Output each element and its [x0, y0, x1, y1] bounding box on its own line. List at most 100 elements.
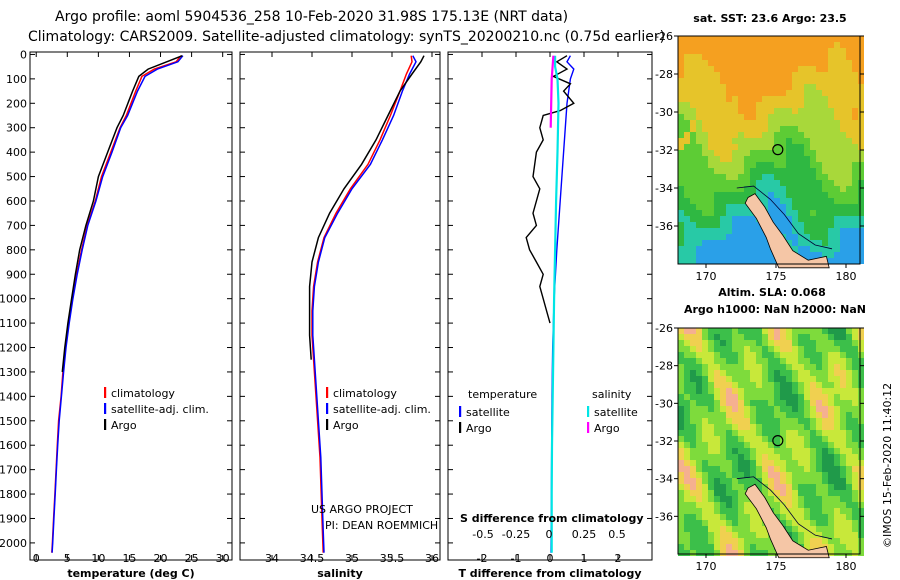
sst-cell	[750, 252, 756, 258]
sla-cell	[732, 328, 738, 334]
sla-cell	[684, 346, 690, 352]
sst-cell	[816, 246, 822, 252]
sst-cell	[768, 72, 774, 78]
sst-cell	[780, 174, 786, 180]
sla-cell	[822, 328, 828, 334]
sst-cell	[768, 138, 774, 144]
sla-cell	[750, 526, 756, 532]
sla-cell	[774, 400, 780, 406]
temperature-xtick-label: 5	[64, 552, 71, 565]
sst-cell	[744, 216, 750, 222]
sla-cell	[840, 490, 846, 496]
sst-cell	[786, 78, 792, 84]
sla-cell	[840, 466, 846, 472]
sst-cell	[774, 36, 780, 42]
sst-cell	[738, 162, 744, 168]
sla-cell	[810, 418, 816, 424]
sla-cell	[846, 526, 852, 532]
sla-cell	[840, 424, 846, 430]
sst-cell	[762, 114, 768, 120]
sla-cell	[726, 532, 732, 538]
sla-cell	[792, 370, 798, 376]
sst-cell	[762, 132, 768, 138]
sla-cell	[792, 472, 798, 478]
sla-cell	[702, 538, 708, 544]
sla-cell	[804, 508, 810, 514]
sst-cell	[678, 222, 684, 228]
sla-cell	[726, 442, 732, 448]
sla-cell	[858, 478, 864, 484]
sst-cell	[810, 174, 816, 180]
sla-cell	[798, 508, 804, 514]
sst-cell	[840, 240, 846, 246]
sst-cell	[738, 114, 744, 120]
sst-cell	[816, 174, 822, 180]
sla-cell	[840, 550, 846, 556]
sst-cell	[798, 120, 804, 126]
sla-cell	[840, 460, 846, 466]
sla-cell	[786, 394, 792, 400]
sla-cell	[708, 496, 714, 502]
sla-cell	[738, 490, 744, 496]
sst-cell	[678, 144, 684, 150]
sla-cell	[816, 484, 822, 490]
sst-cell	[816, 126, 822, 132]
sst-cell	[744, 36, 750, 42]
sla-cell	[714, 550, 720, 556]
sst-cell	[684, 138, 690, 144]
sla-cell	[756, 364, 762, 370]
sla-cell	[726, 550, 732, 556]
sla-cell	[810, 544, 816, 550]
sla-cell	[774, 358, 780, 364]
sst-cell	[744, 114, 750, 120]
sla-cell	[690, 406, 696, 412]
sst-cell	[840, 114, 846, 120]
sst-cell	[816, 42, 822, 48]
sla-cell	[828, 394, 834, 400]
sst-cell	[786, 126, 792, 132]
sla-cell	[678, 472, 684, 478]
sst-cell	[852, 84, 858, 90]
sst-cell	[750, 234, 756, 240]
sla-cell	[678, 388, 684, 394]
sst-cell	[750, 72, 756, 78]
sla-cell	[786, 346, 792, 352]
sst-cell	[786, 228, 792, 234]
sst-cell	[804, 60, 810, 66]
sla-cell	[714, 346, 720, 352]
sla-cell	[828, 340, 834, 346]
sst-cell	[726, 144, 732, 150]
sst-cell	[774, 102, 780, 108]
sst-cell	[714, 78, 720, 84]
sst-cell	[714, 48, 720, 54]
sla-cell	[846, 544, 852, 550]
sst-cell	[792, 84, 798, 90]
sst-cell	[810, 240, 816, 246]
sla-cell	[696, 412, 702, 418]
depth-contour	[736, 476, 833, 540]
sla-cell	[774, 430, 780, 436]
sst-cell	[750, 132, 756, 138]
sst-cell	[726, 36, 732, 42]
salinity-xtick-label: 35.5	[380, 552, 405, 565]
sst-cell	[696, 180, 702, 186]
sst-cell	[840, 222, 846, 228]
sla-cell	[702, 502, 708, 508]
sla-cell	[816, 478, 822, 484]
sla-cell	[732, 520, 738, 526]
sla-cell	[762, 364, 768, 370]
sst-cell	[738, 90, 744, 96]
sla-cell	[798, 364, 804, 370]
sst-cell	[762, 126, 768, 132]
sst-cell	[834, 120, 840, 126]
sla-cell	[732, 418, 738, 424]
sst-cell	[786, 138, 792, 144]
sst-cell	[810, 66, 816, 72]
sla-cell	[708, 382, 714, 388]
sla-cell	[726, 484, 732, 490]
sla-cell	[714, 448, 720, 454]
sla-cell	[684, 484, 690, 490]
sst-cell	[744, 72, 750, 78]
sst-cell	[762, 138, 768, 144]
sla-cell	[768, 406, 774, 412]
